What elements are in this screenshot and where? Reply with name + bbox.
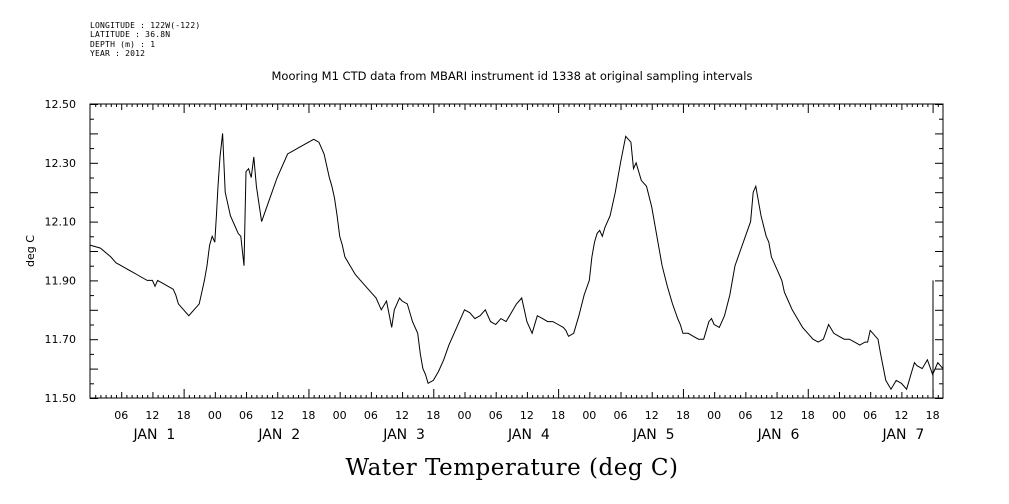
- y-tick-label: 11.50: [45, 392, 77, 405]
- x-tick-label: 06: [489, 409, 503, 422]
- plot-frame: [89, 103, 944, 399]
- x-tick-label: 12: [770, 409, 784, 422]
- day-label: JAN 2: [257, 427, 300, 443]
- x-tick-label: 00: [832, 409, 846, 422]
- x-tick-labels: 06 12 18 00 06 12 18 00 06 12 18 00 06 12 18 00 06 12 18 00…: [114, 409, 939, 422]
- x-tick-label: 12: [145, 409, 159, 422]
- x-tick-label: 18: [926, 409, 940, 422]
- x-tick-label: 12: [395, 409, 409, 422]
- x-tick-label: 18: [177, 409, 191, 422]
- x-tick-label: 18: [676, 409, 690, 422]
- y-tick-label: 11.90: [45, 274, 77, 287]
- chart-title: Mooring M1 CTD data from MBARI instrumen…: [272, 69, 753, 83]
- day-label: JAN 4: [507, 427, 550, 443]
- x-tick-label: 00: [582, 409, 596, 422]
- x-tick-label: 06: [114, 409, 128, 422]
- day-label: JAN 6: [757, 427, 800, 443]
- day-label: JAN 5: [632, 427, 675, 443]
- day-labels: JAN 1 JAN 2 JAN 3 JAN 4 JAN 5 JAN 6 JAN 7: [133, 427, 925, 443]
- x-tick-label: 12: [894, 409, 908, 422]
- x-tick-label: 06: [614, 409, 628, 422]
- y-tick-labels: 11.50 11.70 11.90 12.10 12.30 12.50: [45, 98, 77, 405]
- x-tick-label: 18: [301, 409, 315, 422]
- x-tick-label: 00: [707, 409, 721, 422]
- longitude-text: LONGITUDE : 122W(-122): [90, 21, 201, 30]
- x-tick-label: 18: [426, 409, 440, 422]
- depth-text: DEPTH (m) : 1: [90, 39, 156, 49]
- x-tick-label: 00: [333, 409, 347, 422]
- y-tick-label: 12.30: [45, 157, 77, 170]
- x-tick-label: 06: [239, 409, 253, 422]
- y-axis-label: deg C: [24, 235, 37, 267]
- metadata-block: LONGITUDE : 122W(-122) LATITUDE : 36.8N …: [90, 21, 200, 58]
- x-tick-label: 00: [457, 409, 471, 422]
- y-tick-label: 12.50: [45, 98, 77, 111]
- x-tick-label: 12: [645, 409, 659, 422]
- y-tick-label: 11.70: [45, 333, 77, 346]
- day-label: JAN 1: [133, 427, 176, 443]
- year-text: YEAR : 2012: [90, 48, 146, 58]
- axis-ticks: [90, 104, 943, 399]
- x-tick-label: 00: [208, 409, 222, 422]
- x-tick-label: 12: [270, 409, 284, 422]
- day-label: JAN 3: [382, 427, 425, 443]
- x-axis-title: Water Temperature (deg C): [346, 455, 679, 481]
- x-tick-label: 06: [364, 409, 378, 422]
- series-line-water-temperature: [89, 133, 944, 391]
- x-tick-label: 18: [551, 409, 565, 422]
- day-label: JAN 7: [882, 427, 925, 443]
- latitude-text: LATITUDE : 36.8N: [90, 30, 171, 40]
- y-tick-label: 12.10: [45, 216, 77, 229]
- x-tick-label: 06: [738, 409, 752, 422]
- x-tick-label: 18: [801, 409, 815, 422]
- x-tick-label: 06: [863, 409, 877, 422]
- x-tick-label: 12: [520, 409, 534, 422]
